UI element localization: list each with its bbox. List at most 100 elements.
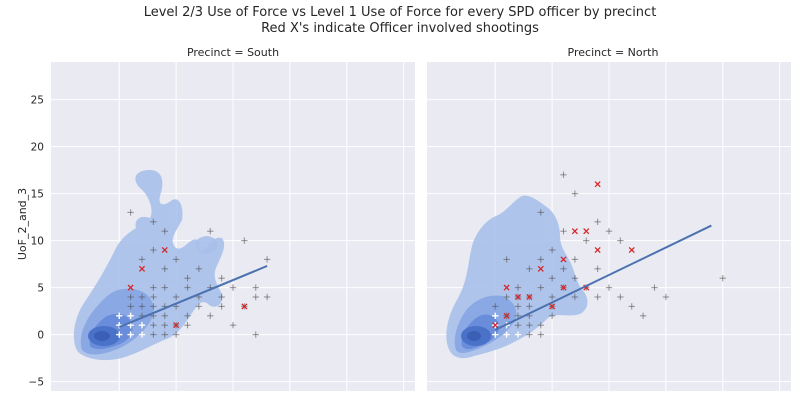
density-north bbox=[446, 195, 588, 359]
shooting-marker bbox=[560, 284, 567, 291]
officer-point bbox=[537, 209, 544, 216]
officer-point-dense bbox=[492, 331, 499, 338]
officer-point bbox=[560, 228, 567, 235]
officer-point bbox=[161, 228, 168, 235]
officer-point bbox=[150, 322, 157, 329]
x-stroke-b bbox=[492, 322, 499, 329]
officer-point bbox=[127, 303, 134, 310]
chart-subtitle: Red X's indicate Officer involved shooti… bbox=[261, 21, 539, 36]
officer-point bbox=[526, 303, 533, 310]
officer-point bbox=[537, 322, 544, 329]
x-stroke-b bbox=[594, 181, 601, 188]
kde-blob2-south bbox=[195, 236, 218, 255]
x-stroke-b bbox=[503, 284, 510, 291]
officer-point-dense bbox=[514, 331, 522, 338]
regression-south bbox=[118, 265, 268, 329]
officer-point bbox=[548, 246, 556, 254]
officer-point bbox=[263, 293, 271, 301]
kde-peak-south bbox=[94, 331, 110, 341]
officer-point bbox=[537, 331, 544, 338]
x-stroke-b bbox=[594, 246, 601, 254]
officer-point bbox=[218, 293, 225, 301]
officer-point bbox=[138, 256, 146, 263]
officer-point bbox=[503, 256, 510, 263]
officer-point bbox=[719, 275, 726, 282]
y-tick-label: 20 bbox=[31, 142, 44, 154]
x-stroke-b bbox=[560, 256, 567, 263]
shooting-marker bbox=[549, 303, 556, 310]
shooting-marker bbox=[571, 228, 578, 235]
officer-point bbox=[195, 265, 203, 272]
officer-point bbox=[514, 322, 522, 329]
officer-point bbox=[207, 312, 214, 319]
shooting-marker bbox=[241, 303, 248, 310]
x-stroke-b bbox=[514, 293, 522, 301]
officer-point bbox=[195, 303, 203, 310]
officer-point bbox=[252, 284, 259, 291]
panel-title-south: Precinct = South bbox=[187, 46, 279, 59]
officer-point bbox=[150, 218, 157, 225]
x-stroke-b bbox=[161, 246, 168, 254]
x-stroke-b bbox=[526, 293, 533, 301]
officer-point bbox=[184, 284, 191, 291]
officer-point bbox=[571, 275, 579, 282]
officer-point bbox=[184, 312, 191, 319]
shooting-marker bbox=[537, 265, 544, 272]
y-tick-label: 5 bbox=[37, 283, 44, 295]
shooting-marker bbox=[492, 322, 499, 329]
officer-point bbox=[526, 322, 533, 329]
x-stroke-b bbox=[537, 265, 544, 272]
x-stroke-b bbox=[583, 228, 590, 235]
officer-point bbox=[605, 228, 613, 235]
officer-point bbox=[184, 275, 191, 282]
officer-point bbox=[639, 312, 647, 319]
officer-point-dense bbox=[127, 331, 134, 338]
x-stroke-b bbox=[628, 246, 635, 254]
shooting-marker bbox=[514, 293, 522, 301]
officer-point bbox=[263, 256, 271, 263]
officer-point bbox=[560, 265, 567, 272]
x-stroke-b bbox=[560, 284, 567, 291]
officer-point bbox=[161, 331, 168, 338]
officer-point bbox=[617, 237, 624, 244]
officer-point bbox=[172, 256, 180, 263]
officer-point bbox=[138, 303, 146, 310]
chart-title-block: Level 2/3 Use of Force vs Level 1 Use of… bbox=[0, 5, 800, 37]
officer-point bbox=[161, 322, 168, 329]
regression-line bbox=[118, 265, 268, 329]
panel-north: Precinct = North bbox=[427, 46, 791, 391]
officer-point bbox=[560, 171, 567, 178]
x-stroke-b bbox=[503, 312, 510, 319]
officer-point bbox=[526, 265, 533, 272]
shooting-marker bbox=[594, 181, 601, 188]
officer-point bbox=[537, 256, 544, 263]
y-axis-label: UoF_2_and_3 bbox=[16, 188, 29, 260]
shooting-marker bbox=[138, 265, 146, 272]
officer-point-dense bbox=[138, 331, 146, 338]
shooting-marker bbox=[173, 322, 180, 329]
officer-point bbox=[150, 303, 157, 310]
shooting-marker bbox=[503, 312, 510, 319]
officer-point bbox=[229, 322, 237, 329]
shooting-marker bbox=[628, 246, 635, 254]
officer-point bbox=[161, 312, 168, 319]
officer-point bbox=[594, 218, 601, 225]
y-tick-label: −5 bbox=[29, 377, 44, 389]
shooting-marker bbox=[503, 284, 510, 291]
x-stroke-b bbox=[127, 284, 134, 291]
officer-point bbox=[161, 265, 168, 272]
officer-point bbox=[514, 284, 522, 291]
y-tick-label: 25 bbox=[31, 95, 44, 107]
officer-point bbox=[184, 322, 191, 329]
officer-point bbox=[548, 312, 556, 319]
officer-point-dense bbox=[138, 322, 146, 329]
officer-point bbox=[138, 293, 146, 301]
officer-point bbox=[548, 275, 556, 282]
panel-title-north: Precinct = North bbox=[568, 46, 659, 59]
officer-point bbox=[651, 284, 658, 291]
officer-point bbox=[127, 293, 134, 301]
x-stroke-b bbox=[241, 303, 248, 310]
officer-point bbox=[172, 331, 180, 338]
kde-peak-north bbox=[467, 331, 481, 341]
officer-point bbox=[127, 209, 134, 216]
